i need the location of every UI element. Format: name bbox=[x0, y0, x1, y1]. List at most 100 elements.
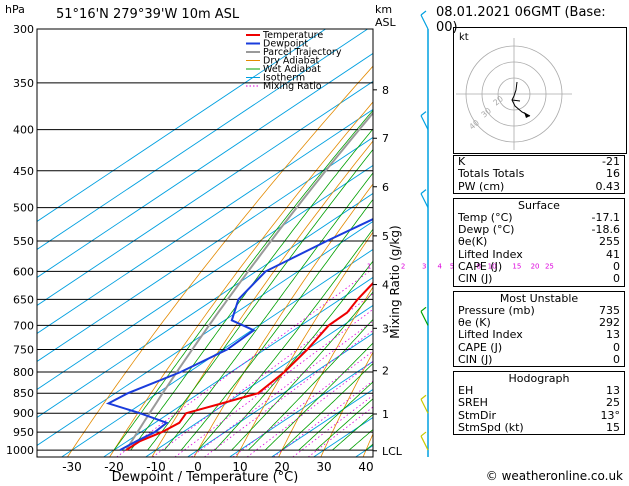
isotherm-line bbox=[229, 360, 373, 457]
dewpoint-profile-line bbox=[105, 217, 373, 451]
pressure-tick-label: 300 bbox=[13, 23, 34, 36]
pressure-tick-label: 400 bbox=[13, 124, 34, 137]
hodo-row: StmSpd (kt) 15 bbox=[458, 421, 620, 435]
temperature-tick-label: 0 bbox=[194, 460, 202, 474]
legend-label: Mixing Ratio bbox=[263, 81, 322, 92]
surface-row: Dewp (°C) -18.6 bbox=[458, 223, 620, 237]
wind-barb bbox=[420, 311, 429, 326]
isotherm-line bbox=[37, 136, 373, 362]
isotherm-line bbox=[37, 80, 373, 306]
temperature-tick-label: -30 bbox=[62, 460, 82, 474]
most-unstable-box: Most Unstable Pressure (mb) 735 θe (K) 292… bbox=[453, 290, 625, 368]
index-row-k: K -21 bbox=[458, 155, 620, 168]
mu-row: CAPE (J) 0 bbox=[458, 340, 620, 354]
mu-row: Lifted Index 13 bbox=[458, 328, 620, 342]
temperature-tick-label: -20 bbox=[104, 460, 124, 474]
hodograph-table-title: Hodograph bbox=[508, 372, 570, 386]
hodograph-trace bbox=[511, 81, 531, 117]
km-tick-label: LCL bbox=[382, 445, 403, 458]
index-row-totals: Totals Totals 16 bbox=[458, 167, 620, 181]
surface-row: Temp (°C) -17.1 bbox=[458, 210, 620, 224]
temperature-tick-label: 30 bbox=[316, 460, 331, 474]
isotherm-line bbox=[103, 276, 373, 457]
legend-label: Dry Adiabat bbox=[263, 56, 320, 67]
location-title: 51°16'N 279°39'W 10m ASL bbox=[56, 7, 240, 22]
wet-adiabat-line bbox=[298, 381, 373, 451]
surface-row: CIN (J) 0 bbox=[458, 272, 620, 286]
mixing-ratio-label: 15 bbox=[512, 262, 521, 270]
isotherm-line bbox=[37, 192, 373, 418]
isotherm-line bbox=[37, 29, 326, 222]
hodo-row: StmDir 13° bbox=[458, 408, 620, 422]
parcel-trajectory-line bbox=[125, 111, 373, 451]
hodograph-panel: kt 40 30 20 bbox=[453, 27, 627, 154]
mu-row: θe (K) 292 bbox=[458, 315, 620, 329]
wind-barb bbox=[420, 193, 429, 208]
mixing-ratio-label: 1 bbox=[367, 262, 371, 270]
km-tick-label: 6 bbox=[382, 181, 389, 194]
valid-datetime: 08.01.2021 06GMT (Base: 00) bbox=[436, 5, 606, 35]
x-axis-title: Dewpoint / Temperature (°C) bbox=[112, 470, 299, 485]
wet-adiabat-line bbox=[164, 172, 373, 451]
wet-adiabat-line bbox=[315, 398, 373, 451]
temperature-tick-label: -10 bbox=[146, 460, 166, 474]
mu-row: Pressure (mb) 735 bbox=[458, 303, 620, 317]
hodograph-ring-label-40: 40 bbox=[468, 118, 482, 131]
km-tick-label: 1 bbox=[382, 408, 389, 421]
km-tick-label: 3 bbox=[382, 322, 389, 335]
wind-barb bbox=[420, 14, 429, 30]
pressure-tick-label: 600 bbox=[13, 265, 34, 278]
mixing-ratio-label: 8 bbox=[477, 262, 481, 270]
hodograph-plot: kt 40 30 20 bbox=[456, 32, 572, 150]
hodo-row: EH 13 bbox=[458, 384, 620, 398]
hodograph-ring-label-30: 30 bbox=[480, 106, 494, 119]
km-tick-label: 5 bbox=[382, 230, 389, 243]
wet-adiabat-line bbox=[130, 128, 373, 451]
temperature-tick-label: 40 bbox=[358, 460, 373, 474]
indices-panel: K -21 Totals Totals 16 PW (cm) 0.43 Surface… bbox=[453, 155, 625, 439]
mixing-ratio-label: 3 bbox=[422, 262, 426, 270]
mixing-ratio-label: 20 bbox=[531, 262, 540, 270]
wind-barb bbox=[420, 115, 429, 130]
mixing-ratio-axis-title: Mixing Ratio (g/kg) bbox=[388, 225, 402, 338]
mixing-ratio-label: 25 bbox=[545, 262, 554, 270]
legend-label: Wet Adiabat bbox=[263, 64, 321, 75]
km-tick-label: 2 bbox=[382, 365, 389, 378]
isotherm-line bbox=[37, 164, 373, 390]
wet-adiabat-line bbox=[281, 363, 373, 451]
wet-adiabat-line bbox=[248, 318, 373, 451]
pressure-tick-label: 550 bbox=[13, 235, 34, 248]
mixing-ratio-line bbox=[116, 271, 370, 457]
pressure-tick-label: 500 bbox=[13, 202, 34, 215]
surface-title: Surface bbox=[518, 198, 560, 212]
mixing-ratio-label: 2 bbox=[401, 262, 405, 270]
mixing-ratio-label: 10 bbox=[488, 262, 497, 270]
surface-row: θe(K) 255 bbox=[458, 235, 620, 249]
legend-label: Temperature bbox=[262, 30, 323, 41]
wind-barb-flag bbox=[420, 189, 427, 195]
pressure-tick-label: 700 bbox=[13, 319, 34, 332]
pressure-tick-label: 800 bbox=[13, 366, 34, 379]
isotherm-line bbox=[37, 108, 373, 334]
hpa-label: hPa bbox=[5, 3, 25, 16]
wind-barb bbox=[420, 435, 429, 451]
pressure-tick-label: 650 bbox=[13, 293, 34, 306]
temperature-profile-line bbox=[125, 281, 373, 451]
pressure-tick-label: 750 bbox=[13, 343, 34, 356]
pressure-tick-label: 1000 bbox=[6, 444, 34, 457]
isotherm-line bbox=[37, 29, 368, 250]
copyright-footer: © weatheronline.co.uk bbox=[485, 469, 623, 483]
mixing-ratio-label: 4 bbox=[437, 262, 442, 270]
mu-row: CIN (J) 0 bbox=[458, 352, 620, 366]
temperature-tick-label: 20 bbox=[274, 460, 289, 474]
legend-label: Parcel Trajectory bbox=[263, 47, 342, 58]
hodograph-unit-label: kt bbox=[459, 32, 469, 43]
pressure-tick-label: 450 bbox=[13, 165, 34, 178]
wind-barb-flag bbox=[420, 111, 427, 117]
most-unstable-title: Most Unstable bbox=[499, 291, 579, 305]
wind-barb-flag bbox=[420, 394, 427, 400]
km-tick-label: 4 bbox=[382, 279, 389, 292]
wind-barb-flag bbox=[420, 431, 427, 437]
wind-barb-flag bbox=[420, 306, 427, 312]
